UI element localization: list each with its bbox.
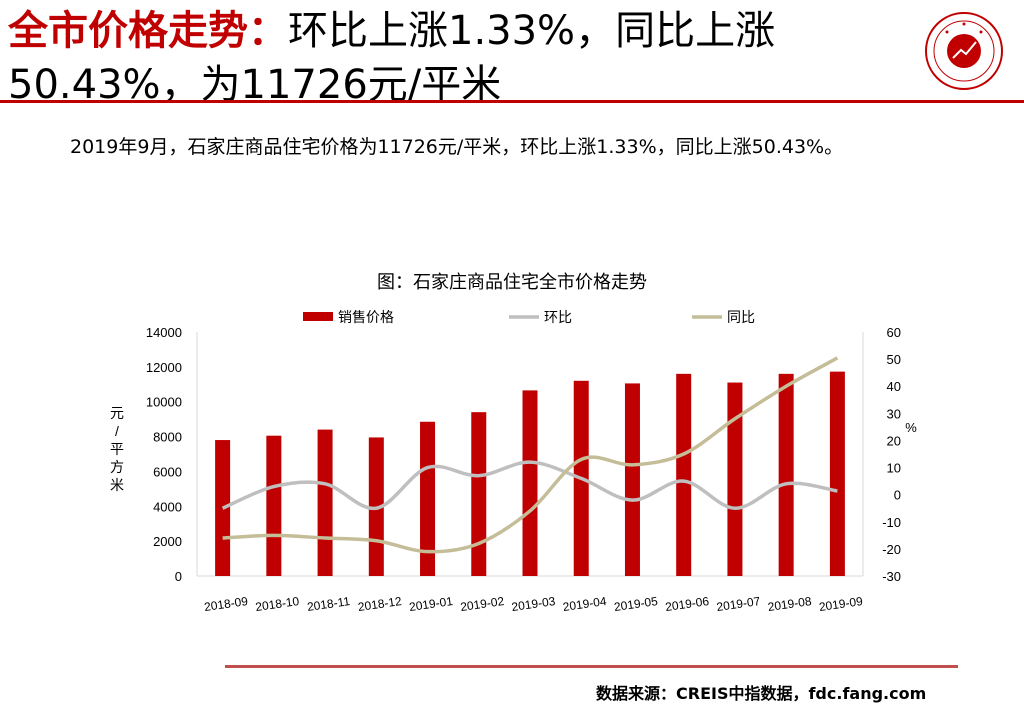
price-bar bbox=[471, 412, 487, 576]
y-axis-label-char: 方 bbox=[110, 459, 124, 475]
price-bar bbox=[266, 435, 282, 576]
price-bar bbox=[676, 373, 692, 576]
y-tick-label: 14000 bbox=[146, 325, 182, 340]
y-axis-label-char: 元 bbox=[110, 405, 124, 421]
title-divider bbox=[0, 100, 1024, 103]
y2-tick-label: 20 bbox=[887, 433, 901, 448]
x-tick-label: 2019-08 bbox=[767, 594, 813, 614]
page-title: 全市价格走势：环比上涨1.33%，同比上涨50.43%，为11726元/平米 bbox=[8, 4, 888, 112]
legend-label: 环比 bbox=[544, 309, 572, 325]
data-source: 数据来源：CREIS中指数据，fdc.fang.com bbox=[596, 684, 927, 703]
x-tick-label: 2019-05 bbox=[613, 594, 659, 614]
y2-tick-label: 30 bbox=[887, 406, 901, 421]
y2-tick-label: -20 bbox=[882, 542, 901, 557]
y-tick-label: 8000 bbox=[153, 430, 182, 445]
price-bar bbox=[778, 373, 794, 576]
chart-title: 图：石家庄商品住宅全市价格走势 bbox=[377, 272, 647, 293]
x-tick-label: 2019-04 bbox=[562, 594, 608, 614]
legend-label: 销售价格 bbox=[338, 309, 394, 325]
x-tick-label: 2019-07 bbox=[716, 594, 762, 614]
china-index-academy-logo bbox=[923, 10, 1005, 92]
page-title-rest: 环比上涨1.33%，同比上涨50.43%，为11726元/平米 bbox=[8, 8, 776, 108]
y2-tick-label: 0 bbox=[894, 488, 901, 503]
price-trend-chart: 0 2000 4000 6000 8000 10000 12000 14000 -30 -20 -1… bbox=[110, 309, 917, 614]
y-axis-label-char: 米 bbox=[110, 477, 124, 493]
y-axis-label-char: 平 bbox=[110, 441, 124, 457]
yoy-line bbox=[222, 356, 839, 554]
y2-tick-label: -10 bbox=[882, 515, 901, 530]
price-bar bbox=[317, 429, 333, 576]
x-tick-label: 2019-02 bbox=[459, 594, 505, 614]
y2-axis-label: % bbox=[905, 420, 917, 435]
y-tick-label: 4000 bbox=[153, 499, 182, 514]
y-tick-label: 10000 bbox=[146, 395, 182, 410]
y-axis-label-char: / bbox=[115, 423, 119, 439]
y2-tick-label: 50 bbox=[887, 352, 901, 367]
y-tick-label: 6000 bbox=[153, 464, 182, 479]
price-bar bbox=[727, 382, 743, 576]
x-tick-label: 2018-11 bbox=[306, 594, 351, 614]
x-tick-label: 2019-03 bbox=[511, 594, 557, 614]
x-tick-label: 2018-09 bbox=[203, 594, 249, 614]
price-bar bbox=[420, 421, 436, 576]
x-tick-label: 2019-06 bbox=[664, 594, 710, 614]
x-tick-label: 2018-12 bbox=[357, 594, 403, 614]
summary-text: 2019年9月，石家庄商品住宅价格为11726元/平米，环比上涨1.33%，同比… bbox=[70, 136, 844, 158]
y-tick-label: 0 bbox=[175, 569, 182, 584]
mom-line bbox=[221, 460, 838, 510]
y-tick-label: 2000 bbox=[153, 534, 182, 549]
bottom-divider bbox=[225, 665, 958, 668]
y2-tick-label: 40 bbox=[887, 379, 901, 394]
legend-swatch-bar bbox=[303, 312, 333, 321]
y2-tick-label: 60 bbox=[887, 325, 901, 340]
price-bar bbox=[522, 390, 538, 576]
price-bar bbox=[829, 371, 845, 576]
y-tick-label: 12000 bbox=[146, 360, 182, 375]
x-tick-label: 2019-09 bbox=[818, 594, 864, 614]
x-tick-label: 2018-10 bbox=[255, 594, 301, 614]
legend-label: 同比 bbox=[727, 309, 755, 325]
price-bar bbox=[624, 383, 640, 576]
x-tick-label: 2019-01 bbox=[408, 594, 454, 614]
page-title-prefix: 全市价格走势： bbox=[8, 8, 288, 54]
y2-tick-label: 10 bbox=[887, 461, 901, 476]
y2-tick-label: -30 bbox=[882, 569, 901, 584]
